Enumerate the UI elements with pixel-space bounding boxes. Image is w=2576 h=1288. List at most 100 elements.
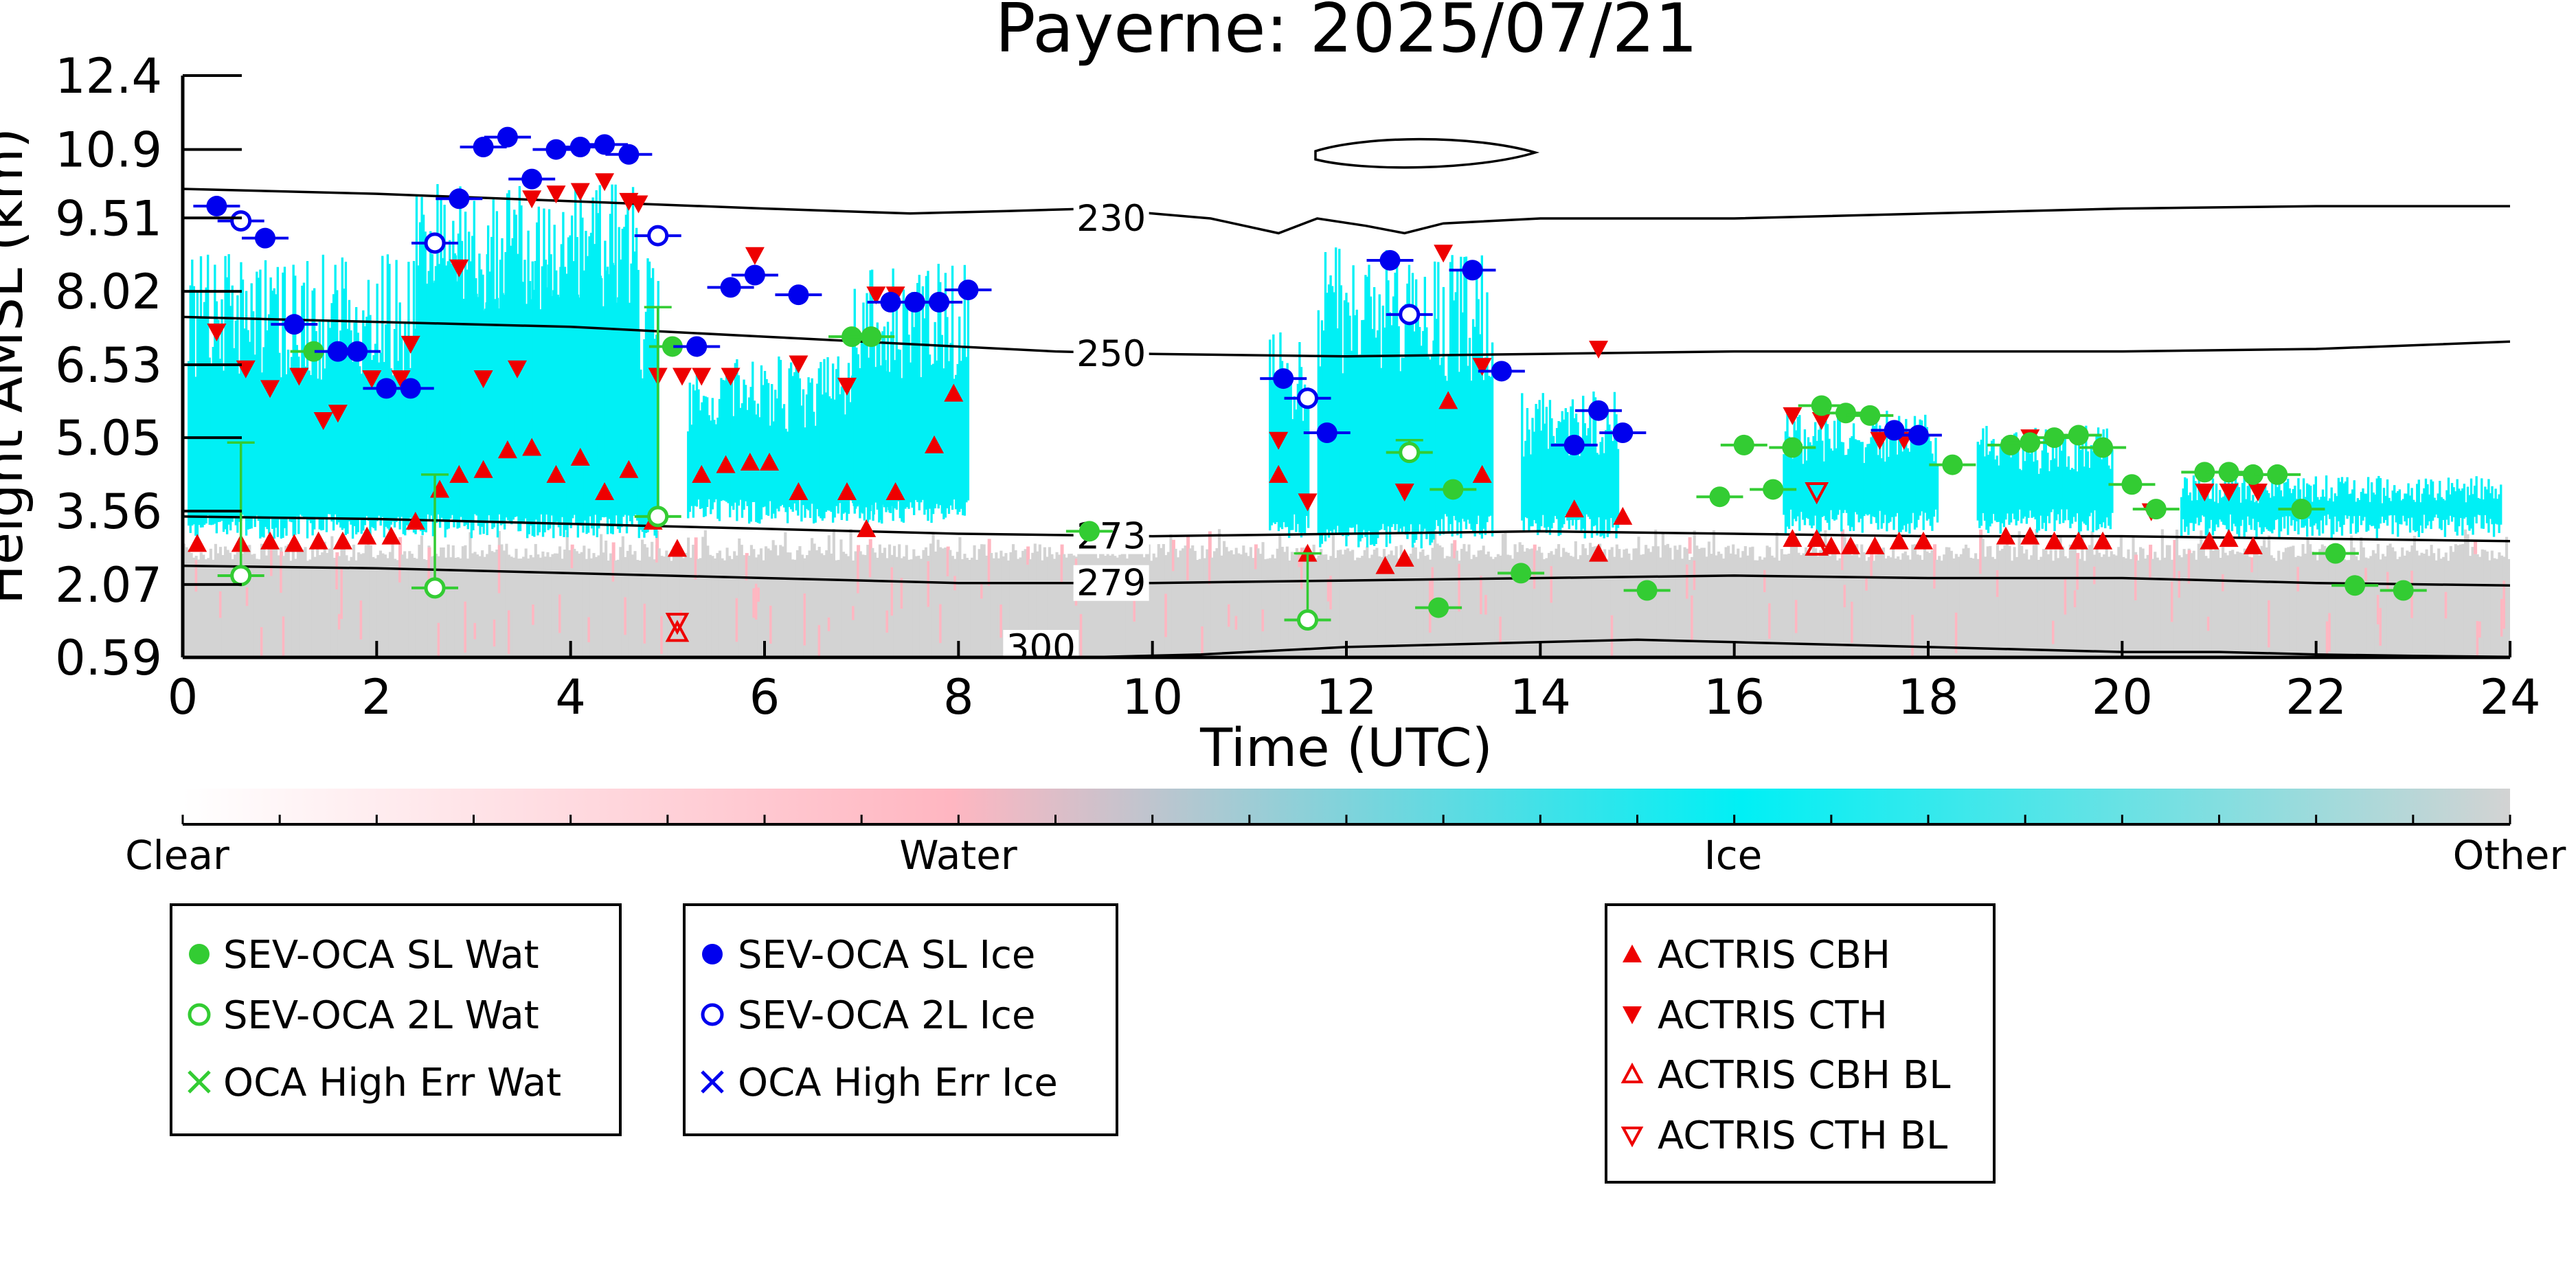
- other-mask-column: [832, 528, 835, 657]
- ice-mask-column: [339, 330, 342, 528]
- ice-mask-column: [1437, 262, 1440, 526]
- ice-mask-column: [523, 260, 526, 453]
- water-mask-patch: [1133, 585, 1137, 622]
- ice-mask-column: [466, 269, 468, 442]
- other-mask-column: [1193, 550, 1197, 657]
- other-mask-column: [1819, 550, 1822, 657]
- other-mask-column: [1106, 550, 1109, 657]
- other-mask-column: [1409, 554, 1412, 657]
- ice-mask-column: [813, 411, 815, 524]
- other-mask-column: [657, 548, 661, 657]
- other-mask-column: [2005, 543, 2009, 657]
- actris-cbh-marker: [405, 512, 425, 530]
- other-mask-column: [871, 547, 874, 657]
- ice-mask-column: [2182, 488, 2184, 519]
- ice-mask-column: [449, 240, 451, 447]
- water-mask-patch: [335, 552, 339, 590]
- other-mask-column: [936, 539, 940, 657]
- sev-oca-sl-water-marker: [2291, 499, 2312, 520]
- ice-mask-column: [1335, 247, 1337, 535]
- other-mask-column: [1341, 554, 1345, 657]
- water-mask-patch: [1026, 546, 1030, 565]
- water-mask-patch: [885, 610, 890, 633]
- other-mask-column: [2417, 555, 2421, 657]
- ice-mask-column: [396, 361, 400, 517]
- other-mask-column: [1816, 556, 1820, 657]
- water-mask-patch: [735, 598, 739, 642]
- ice-mask-column: [2020, 470, 2023, 523]
- ice-mask-column: [1879, 425, 1882, 511]
- ice-mask-column: [1934, 438, 1937, 510]
- ice-mask-column: [469, 261, 472, 451]
- other-mask-column: [2103, 554, 2106, 657]
- ice-mask-column: [944, 273, 947, 518]
- other-mask-column: [1855, 544, 1859, 657]
- other-mask-column: [1096, 558, 1100, 657]
- other-mask-column: [1196, 560, 1199, 657]
- ice-mask-column: [756, 403, 760, 523]
- ice-mask-column: [894, 360, 896, 508]
- other-mask-column: [1310, 552, 1313, 657]
- other-mask-column: [2032, 545, 2035, 657]
- ice-mask-column: [369, 315, 372, 537]
- other-mask-column: [825, 550, 828, 657]
- contour-label-279: 279: [1076, 563, 1146, 605]
- actris-cbh-marker: [1821, 536, 1841, 554]
- ice-mask-column: [720, 378, 723, 501]
- other-mask-column: [2350, 535, 2353, 657]
- other-mask-column: [2265, 547, 2268, 657]
- water-mask-patch: [2476, 621, 2480, 657]
- other-mask-column: [757, 554, 760, 657]
- ice-mask-column: [831, 363, 835, 523]
- other-mask-column: [583, 545, 586, 657]
- water-mask-patch: [2379, 608, 2383, 646]
- other-mask-column: [2114, 555, 2118, 657]
- other-mask-column: [1058, 554, 1061, 657]
- other-mask-column: [1569, 556, 1572, 657]
- ice-mask-column: [553, 225, 556, 442]
- ice-mask-column: [1829, 448, 1833, 510]
- ice-mask-column: [1587, 428, 1590, 517]
- other-mask-column: [539, 557, 542, 657]
- other-mask-column: [1496, 554, 1500, 657]
- ice-mask-column: [2465, 502, 2467, 517]
- ice-mask-column: [267, 314, 271, 534]
- other-mask-column: [1550, 551, 1553, 657]
- sev-oca-sl-water-marker: [1835, 403, 1857, 424]
- other-mask-column: [2403, 555, 2406, 657]
- other-mask-column: [1392, 555, 1396, 657]
- sev-oca-sl-water-marker: [861, 326, 882, 348]
- ice-mask-column: [402, 379, 405, 534]
- other-mask-column: [1642, 554, 1645, 657]
- actris-cbh-marker: [2243, 536, 2263, 554]
- ice-mask-column: [2239, 502, 2242, 526]
- other-mask-column: [517, 558, 521, 657]
- ice-mask-column: [2257, 503, 2260, 522]
- actris-cbh-marker: [1394, 548, 1414, 567]
- ice-mask-column: [1831, 451, 1834, 519]
- ice-mask-column: [511, 238, 514, 448]
- other-mask-column: [1104, 556, 1107, 657]
- ice-mask-column: [1982, 428, 1985, 513]
- ice-mask-column: [231, 285, 234, 522]
- other-mask-column: [364, 545, 368, 657]
- water-mask-patch: [660, 615, 664, 654]
- water-mask-patch: [754, 583, 758, 620]
- x-tick-label: 24: [2479, 669, 2540, 725]
- other-mask-column: [1651, 546, 1655, 657]
- other-mask-column: [1732, 544, 1735, 657]
- ice-mask-column: [1397, 326, 1400, 532]
- ice-mask-column: [2356, 498, 2360, 532]
- other-mask-column: [2076, 553, 2079, 657]
- ice-mask-column: [860, 332, 863, 510]
- water-mask-patch: [980, 582, 984, 599]
- other-mask-column: [2384, 556, 2387, 657]
- other-mask-column: [1748, 547, 1752, 657]
- other-mask-column: [1530, 548, 1534, 657]
- other-mask-column: [2168, 545, 2171, 657]
- other-mask-column: [2206, 558, 2210, 657]
- ice-mask-column: [1392, 296, 1395, 524]
- other-mask-column: [648, 556, 651, 657]
- sev-oca-sl-water-marker: [2068, 425, 2089, 446]
- ice-mask-column: [363, 326, 367, 526]
